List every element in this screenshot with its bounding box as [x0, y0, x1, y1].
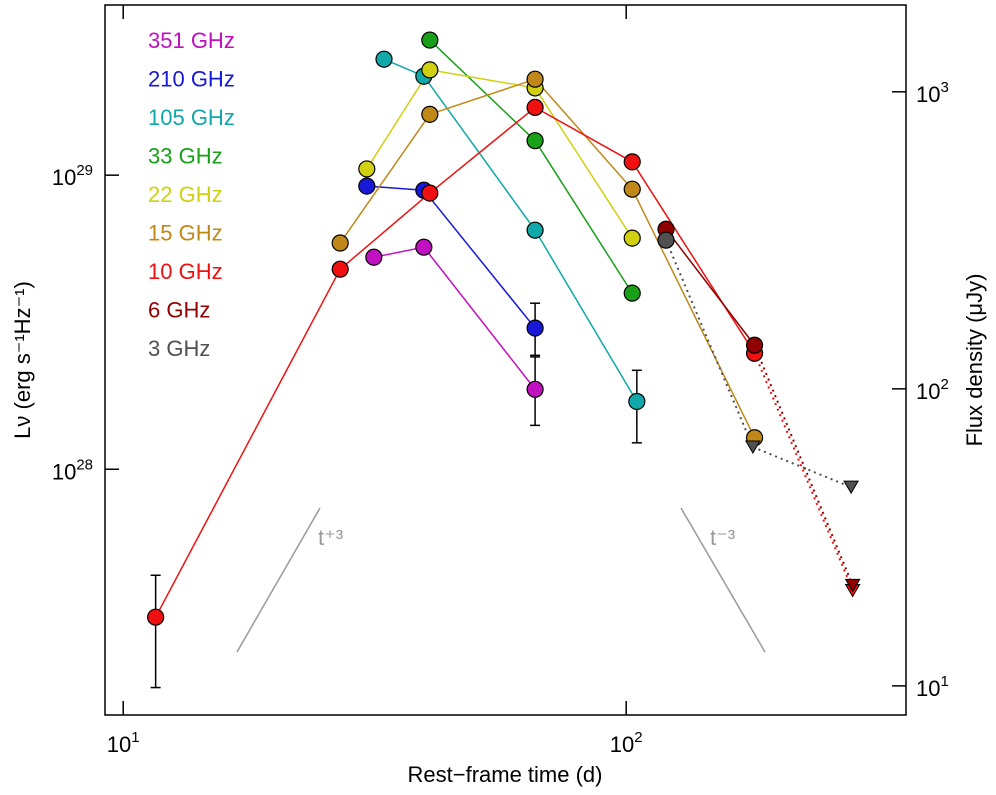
data-point: [526, 132, 544, 150]
plot-frame: [104, 4, 907, 716]
series-line: [665, 228, 756, 346]
y2-tick-label-base: 10: [916, 676, 940, 701]
data-point: [526, 319, 544, 337]
data-point: [657, 231, 675, 249]
data-point: [421, 105, 439, 123]
y2-tick-label: 102: [916, 376, 949, 404]
data-point: [421, 31, 439, 49]
series-line: [154, 268, 341, 618]
y-tick-label: 1029: [52, 162, 93, 190]
x-tick-label-base: 10: [610, 732, 634, 757]
data-point: [331, 234, 349, 252]
limit-connector: [753, 344, 854, 586]
series-line: [534, 229, 638, 402]
data-point: [526, 98, 544, 116]
data-point: [421, 184, 439, 202]
series-line: [366, 185, 424, 191]
y-tick-label-base: 10: [52, 459, 76, 484]
upper-limit: [843, 480, 859, 495]
series-line: [339, 192, 431, 270]
legend-label: 105 GHz: [148, 105, 235, 130]
series-line: [423, 246, 536, 390]
legend-label: 10 GHz: [148, 259, 223, 284]
data-point: [623, 229, 641, 247]
data-point: [526, 70, 544, 88]
data-point: [526, 221, 544, 239]
y2-tick-label-exp: 2: [940, 376, 948, 393]
data-point: [421, 61, 439, 79]
data-point: [365, 248, 383, 266]
series-line: [339, 113, 431, 244]
series-line: [429, 106, 536, 194]
slope-guide: [236, 507, 321, 653]
y2-tick-label: 101: [916, 673, 949, 701]
series-line: [429, 78, 536, 116]
limit-connector: [752, 446, 852, 489]
y2-tick-label-base: 10: [916, 82, 940, 107]
legend-label: 210 GHz: [148, 67, 235, 92]
x-tick-label-exp: 2: [634, 729, 642, 746]
series-line: [534, 106, 633, 163]
data-point: [375, 50, 393, 68]
series-line: [366, 69, 431, 170]
data-point: [628, 392, 646, 411]
legend-label: 22 GHz: [148, 182, 223, 207]
series-line: [631, 161, 756, 354]
upper-limit: [844, 578, 861, 593]
legend-label: 33 GHz: [148, 144, 223, 169]
y-tick-label: 1028: [52, 456, 93, 484]
series-line: [631, 188, 756, 439]
legend-label: 6 GHz: [148, 298, 210, 323]
y-tick-label-exp: 29: [76, 162, 93, 179]
data-point: [147, 608, 165, 626]
x-tick-label-exp: 1: [131, 729, 139, 746]
upper-limit: [745, 440, 761, 455]
data-point: [415, 238, 433, 256]
data-point: [526, 380, 544, 398]
legend-label: 351 GHz: [148, 28, 235, 53]
slope-guide: [680, 507, 766, 653]
data-point: [331, 260, 349, 278]
data-point: [623, 153, 641, 171]
x-tick-label: 101: [107, 729, 140, 757]
y2-axis-label: Flux density (μJy): [962, 274, 987, 447]
y2-tick-label-exp: 1: [940, 673, 948, 690]
limit-connector: [665, 239, 754, 448]
data-point: [623, 180, 641, 198]
series-line: [429, 39, 536, 142]
y2-tick-label-exp: 3: [940, 79, 948, 96]
annotation: t⁻³: [710, 525, 735, 550]
annotation: t⁺³: [318, 525, 343, 550]
data-point: [623, 284, 641, 302]
legend-label: 15 GHz: [148, 221, 223, 246]
data-point: [745, 336, 764, 354]
series-line: [423, 189, 536, 329]
y-tick-label-base: 10: [52, 165, 76, 190]
data-point: [358, 160, 376, 178]
x-tick-label: 102: [610, 729, 643, 757]
series-line: [534, 87, 633, 239]
x-tick-label-base: 10: [107, 732, 131, 757]
legend-label: 3 GHz: [148, 336, 210, 361]
y2-tick-label-base: 10: [916, 379, 940, 404]
x-axis-label: Rest−frame time (d): [408, 762, 603, 787]
error-bar: [150, 574, 161, 689]
data-point: [358, 177, 376, 195]
limit-connector: [753, 352, 854, 591]
series-line: [534, 140, 633, 294]
y-axis-label: Lν (erg s⁻¹Hz⁻¹): [10, 281, 35, 439]
y-tick-label-exp: 28: [76, 456, 93, 473]
y2-tick-label: 103: [916, 79, 949, 107]
